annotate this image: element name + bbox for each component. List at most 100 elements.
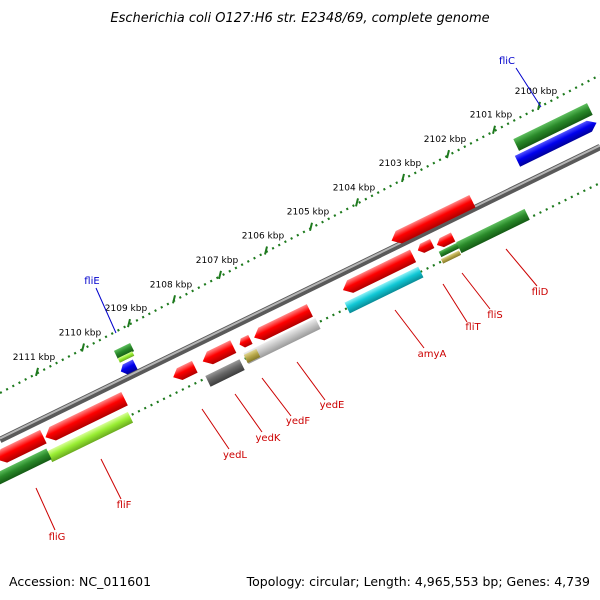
gene-fliF-lime-shape — [46, 411, 134, 463]
gene-fliE-blue — [120, 359, 138, 375]
gene-yedL-red — [173, 360, 198, 380]
tick-label: 2105 kbp — [287, 208, 330, 218]
gene-yedK-red-shape — [202, 340, 237, 365]
major-tick — [401, 173, 405, 183]
gene-fliC-green-shape — [513, 103, 593, 151]
gene-yedE-red-shape — [254, 304, 313, 341]
tick-label: 2104 kbp — [333, 183, 376, 193]
gene-label-yedK: yedK — [256, 433, 281, 444]
gene-yedE-gray-shape — [243, 318, 321, 364]
tick-label: 2107 kbp — [196, 256, 239, 266]
callout-line-fliT — [442, 283, 468, 323]
gene-fliE-lime-shape — [117, 351, 135, 363]
gene-label-fliG: fliG — [49, 532, 66, 543]
gene-fliT-green — [438, 242, 460, 258]
major-tick — [127, 318, 131, 328]
tick-label: 2110 kbp — [59, 329, 102, 339]
gene-amyA-red-shape — [342, 249, 417, 293]
major-tick — [218, 270, 222, 280]
gene-fliG-red-shape — [0, 429, 47, 463]
gene-label-fliS: fliS — [487, 310, 502, 321]
gene-fliS-green — [456, 208, 530, 254]
outer-ruler-line — [0, 74, 600, 394]
tick-label: 2109 kbp — [105, 304, 148, 314]
gene-fliS-red-shape — [436, 232, 456, 248]
gene-yedE-red — [254, 304, 313, 341]
accession-text: Accession: NC_011601 — [9, 574, 151, 589]
map-title: Escherichia coli O127:H6 str. E2348/69, … — [110, 11, 489, 26]
gene-fliG-green-shape — [0, 448, 52, 486]
major-tick — [355, 198, 359, 207]
major-tick — [446, 149, 450, 159]
gene-label-yedL: yedL — [223, 450, 247, 461]
gene-label-fliT: fliT — [465, 322, 481, 333]
genome-summary-text: Topology: circular; Length: 4,965,553 bp… — [246, 574, 590, 589]
gene-yedE-gray — [243, 318, 321, 364]
major-tick — [264, 246, 268, 255]
major-tick — [537, 101, 541, 111]
major-tick — [492, 125, 496, 134]
gene-fliE-lime — [117, 351, 135, 363]
gene-amyA-red — [342, 249, 417, 293]
genome-backbone-highlight — [0, 144, 600, 440]
callout-line-fliC — [515, 67, 542, 108]
callout-line-fliE — [95, 287, 117, 334]
gene-yedK-gray — [205, 359, 245, 387]
gene-fliT-red — [417, 238, 435, 253]
gene-yedF-olive — [243, 348, 261, 364]
gene-fliC-blue-shape — [514, 120, 597, 167]
gene-amyA-cyan-shape — [344, 266, 424, 314]
gene-fliS-red — [436, 232, 456, 248]
callout-line-fliD — [505, 248, 538, 287]
major-tick — [309, 222, 313, 231]
gene-fliF-red-shape — [45, 391, 128, 441]
gene-yedK-gray-shape — [205, 359, 245, 387]
gene-label-amyA: amyA — [418, 349, 447, 360]
gene-fliT-green-shape — [438, 242, 460, 258]
gene-yedF-olive-shape — [243, 348, 261, 364]
gene-label-fliF: fliF — [117, 500, 132, 511]
gene-label-fliD: fliD — [532, 287, 549, 298]
map-layer: 2100 kbp 2101 kbp 2102 kbp 2103 kbp 2104 kbp… — [0, 56, 600, 543]
gene-fliE-green-shape — [113, 343, 135, 359]
gene-fliT-red-shape — [417, 238, 435, 253]
tick-label: 2100 kbp — [515, 87, 558, 97]
tick-label: 2111 kbp — [13, 353, 56, 363]
gene-label-fliC: fliC — [499, 56, 515, 67]
callout-line-yedF — [261, 377, 292, 417]
gene-fliE-blue-shape — [120, 359, 138, 375]
gene-fliG-green — [0, 448, 52, 486]
callout-line-fliG — [35, 487, 56, 531]
gene-amyA-cyan — [344, 266, 424, 314]
gene-yedF-red-shape — [239, 334, 253, 348]
major-tick — [35, 367, 39, 377]
gene-fliC-blue — [514, 120, 597, 167]
tick-label: 2108 kbp — [150, 280, 193, 290]
tick-label: 2103 kbp — [379, 159, 422, 169]
gene-fliE-green — [113, 343, 135, 359]
gene-yedL-red-shape — [173, 360, 198, 380]
gene-fliF-lime — [46, 411, 134, 463]
tick-label: 2102 kbp — [424, 135, 467, 145]
gene-fliF-red — [45, 391, 128, 441]
callout-line-fliS — [461, 272, 491, 310]
gene-fliS-green-shape — [456, 208, 530, 254]
gene-fliC-green — [513, 103, 593, 151]
gene-label-yedE: yedE — [320, 400, 345, 411]
callout-line-amyA — [394, 309, 425, 349]
callout-line-yedK — [234, 393, 263, 433]
gene-yedK-red — [202, 340, 237, 365]
gene-yedF-red — [239, 334, 253, 348]
genome-backbone — [0, 144, 600, 443]
major-tick — [172, 295, 176, 304]
gene-fliG-red — [0, 429, 47, 463]
gene-fliD-red — [391, 194, 476, 244]
callout-line-fliF — [100, 458, 122, 500]
tick-label: 2106 kbp — [242, 232, 285, 242]
gene-fliD-red-shape — [391, 194, 476, 244]
tick-label: 2101 kbp — [470, 111, 513, 121]
callout-line-yedL — [201, 408, 230, 450]
major-tick — [81, 343, 85, 352]
gene-label-yedF: yedF — [286, 416, 310, 427]
